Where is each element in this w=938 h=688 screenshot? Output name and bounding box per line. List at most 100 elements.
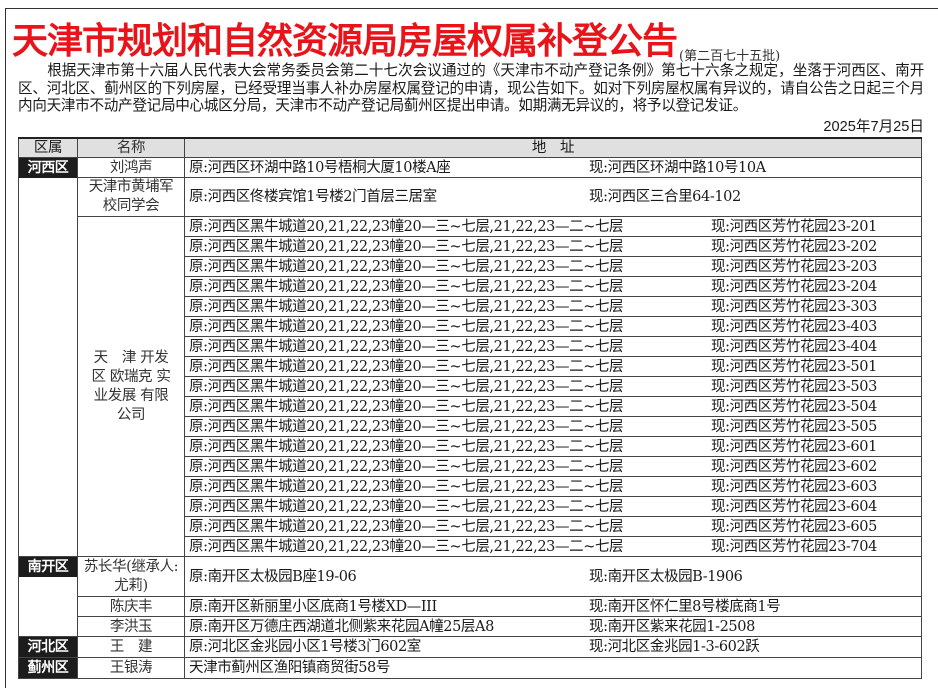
original-address: 原:河西区黑牛城道20,21,22,23幢20—三~七层,21,22,23—二~… xyxy=(189,358,624,375)
original-address: 原:河西区佟楼宾馆1号楼2门首层三居室 xyxy=(189,189,437,205)
table-header: 区属 名称 地 址 xyxy=(18,137,922,158)
address-cell: 原:河西区黑牛城道20,21,22,23幢20—三~七层,21,22,23—二~… xyxy=(184,536,922,557)
original-address: 原:河西区黑牛城道20,21,22,23幢20—三~七层,21,22,23—二~… xyxy=(189,238,624,255)
current-address: 现:河西区芳竹花园23-602 xyxy=(711,458,877,475)
intro-paragraph: 根据天津市第十六届人民代表大会常务委员会第二十七次会议通过的《天津市不动产登记条… xyxy=(18,62,924,115)
original-address: 原:南开区万德庄西湖道北侧紫来花园A幢25层A8 xyxy=(189,618,494,635)
table-row: 原:河西区黑牛城道20,21,22,23幢20—三~七层,21,22,23—二~… xyxy=(19,496,922,517)
address-cell: 原:河西区黑牛城道20,21,22,23幢20—三~七层,21,22,23—二~… xyxy=(184,256,922,277)
district-label: 河北区 xyxy=(19,637,77,657)
district-cell: 河西区 xyxy=(18,157,78,557)
address-cell: 原:河西区环湖中路10号梧桐大厦10楼A座 现:河西区环湖中路10号10A xyxy=(184,157,922,178)
original-address: 原:河西区黑牛城道20,21,22,23幢20—三~七层,21,22,23—二~… xyxy=(189,418,624,435)
table-row: 天 津 开发区 欧瑞克 实业发展 有限公司 原:河西区黑牛城道20,21,22,2… xyxy=(19,216,922,557)
original-address: 原:河西区环湖中路10号梧桐大厦10楼A座 xyxy=(189,159,451,176)
current-address: 现:河西区芳竹花园23-601 xyxy=(711,438,877,455)
notice-title: 天津市规划和自然资源局房屋权属补登公告 (第二百七十五批) xyxy=(12,12,780,64)
current-address: 现:南开区太极园B-1906 xyxy=(589,568,743,585)
address-cell: 原:河西区黑牛城道20,21,22,23幢20—三~七层,21,22,23—二~… xyxy=(184,316,922,337)
address-cell: 原:河西区黑牛城道20,21,22,23幢20—三~七层,21,22,23—二~… xyxy=(184,216,922,237)
table-row: 河北区王 建原:河北区金兆园小区1号楼3门602室 现:河北区金兆园1-3-602… xyxy=(18,636,922,658)
current-address: 现:河西区环湖中路10号10A xyxy=(589,159,766,176)
district-cell: 河北区 xyxy=(18,636,78,658)
address-cell: 原:河西区黑牛城道20,21,22,23幢20—三~七层,21,22,23—二~… xyxy=(184,296,922,317)
address-cell: 原:河北区金兆园小区1号楼3门602室 现:河北区金兆园1-3-602跃 xyxy=(184,636,922,658)
address-cell: 原:河西区黑牛城道20,21,22,23幢20—三~七层,21,22,23—二~… xyxy=(184,356,922,377)
original-address: 原:河西区黑牛城道20,21,22,23幢20—三~七层,21,22,23—二~… xyxy=(189,278,624,295)
district-cell: 蓟州区 xyxy=(18,657,78,679)
address-cell: 原:河西区黑牛城道20,21,22,23幢20—三~七层,21,22,23—二~… xyxy=(184,416,922,437)
address-cell: 原:河西区黑牛城道20,21,22,23幢20—三~七层,21,22,23—二~… xyxy=(184,436,922,457)
original-address: 原:南开区新丽里小区底商1号楼XD—III xyxy=(189,598,437,615)
current-address: 现:南开区怀仁里8号楼底商1号 xyxy=(589,598,781,615)
district-label: 河西区 xyxy=(19,158,77,178)
original-address: 原:河西区黑牛城道20,21,22,23幢20—三~七层,21,22,23—二~… xyxy=(189,378,624,395)
current-address: 现:河西区三合里64-102 xyxy=(589,189,741,205)
original-address: 原:河西区黑牛城道20,21,22,23幢20—三~七层,21,22,23—二~… xyxy=(189,478,624,495)
address-cell: 原:河西区黑牛城道20,21,22,23幢20—三~七层,21,22,23—二~… xyxy=(184,516,922,537)
original-address: 原:河西区黑牛城道20,21,22,23幢20—三~七层,21,22,23—二~… xyxy=(189,498,624,515)
current-address: 现:河西区芳竹花园23-303 xyxy=(711,298,877,315)
current-address: 现:河西区芳竹花园23-704 xyxy=(711,538,877,555)
current-address: 现:河西区芳竹花园23-503 xyxy=(711,378,877,395)
page-frame xyxy=(5,8,938,688)
address-cell: 原:南开区新丽里小区底商1号楼XD—III 现:南开区怀仁里8号楼底商1号 xyxy=(184,596,922,617)
property-table: 区属 名称 地 址 河西区 刘鸿声 原:河西区环湖中路10号梧桐大厦10楼A座现… xyxy=(18,137,922,679)
address-cell: 原:河西区黑牛城道20,21,22,23幢20—三~七层,21,22,23—二~… xyxy=(184,236,922,257)
address-cell: 原:河西区黑牛城道20,21,22,23幢20—三~七层,21,22,23—二~… xyxy=(184,456,922,477)
original-address: 原:河西区黑牛城道20,21,22,23幢20—三~七层,21,22,23—二~… xyxy=(189,298,624,315)
original-address: 原:河西区黑牛城道20,21,22,23幢20—三~七层,21,22,23—二~… xyxy=(189,258,624,275)
original-address: 原:河西区黑牛城道20,21,22,23幢20—三~七层,21,22,23—二~… xyxy=(189,338,624,355)
current-address: 现:河西区芳竹花园23-201 xyxy=(711,218,877,235)
original-address: 原:河西区黑牛城道20,21,22,23幢20—三~七层,21,22,23—二~… xyxy=(189,218,624,235)
current-address: 现:河西区芳竹花园23-603 xyxy=(711,478,877,495)
title-text: 天津市规划和自然资源局房屋权属补登公告 xyxy=(12,21,678,62)
address-cell: 原:南开区太极园B座19-06 现:南开区太极园B-1906 xyxy=(184,556,922,597)
header-district: 区属 xyxy=(18,137,78,158)
table-row: 原:河西区黑牛城道20,21,22,23幢20—三~七层,21,22,23—二~… xyxy=(19,276,922,297)
district-label: 蓟州区 xyxy=(19,658,77,678)
owner-name: 陈庆丰 xyxy=(77,596,185,617)
owner-name: 天津市黄埔军校同学会 xyxy=(77,177,185,217)
owner-name: 王银涛 xyxy=(77,657,185,679)
original-address: 原:河西区黑牛城道20,21,22,23幢20—三~七层,21,22,23—二~… xyxy=(189,318,624,335)
notice-date: 2025年7月25日 xyxy=(823,119,924,135)
table-row: 原:河西区黑牛城道20,21,22,23幢20—三~七层,21,22,23—二~… xyxy=(19,316,922,337)
current-address: 现:河西区芳竹花园23-504 xyxy=(711,398,877,415)
table-row: 陈庆丰 原:南开区新丽里小区底商1号楼XD—III 现:南开区怀仁里8号楼底商1号 xyxy=(19,596,922,617)
address-cell: 原:河西区黑牛城道20,21,22,23幢20—三~七层,21,22,23—二~… xyxy=(184,396,922,417)
table-row: 原:河西区黑牛城道20,21,22,23幢20—三~七层,21,22,23—二~… xyxy=(19,296,922,317)
table-row: 天津市黄埔军校同学会 原:河西区佟楼宾馆1号楼2门首层三居室 现:河西区三合里64… xyxy=(19,177,922,217)
address-cell: 原:河西区黑牛城道20,21,22,23幢20—三~七层,21,22,23—二~… xyxy=(184,336,922,357)
original-address: 原:河西区黑牛城道20,21,22,23幢20—三~七层,21,22,23—二~… xyxy=(189,398,624,415)
owner-name: 王 建 xyxy=(77,636,185,658)
table-row: 原:河西区黑牛城道20,21,22,23幢20—三~七层,21,22,23—二~… xyxy=(19,256,922,277)
current-address: 现:河西区芳竹花园23-404 xyxy=(711,338,877,355)
original-address: 原:河西区黑牛城道20,21,22,23幢20—三~七层,21,22,23—二~… xyxy=(189,438,624,455)
current-address: 现:河西区芳竹花园23-505 xyxy=(711,418,877,435)
address-cell: 原:河西区黑牛城道20,21,22,23幢20—三~七层,21,22,23—二~… xyxy=(184,276,922,297)
table-row: 李洪玉 原:南开区万德庄西湖道北侧紫来花园A幢25层A8 现:南开区紫来花园1-25… xyxy=(19,616,922,637)
original-address: 原:河西区黑牛城道20,21,22,23幢20—三~七层,21,22,23—二~… xyxy=(189,538,624,555)
original-address: 原:南开区太极园B座19-06 xyxy=(189,568,357,585)
address-cell: 原:河西区黑牛城道20,21,22,23幢20—三~七层,21,22,23—二~… xyxy=(184,496,922,517)
table-row: 原:河西区黑牛城道20,21,22,23幢20—三~七层,21,22,23—二~… xyxy=(19,456,922,477)
table-row: 南开区 苏长华(继承人:尤莉) 原:南开区太极园B座19-06 现:南开区太极园B-1… xyxy=(18,556,922,637)
original-address: 原:河西区黑牛城道20,21,22,23幢20—三~七层,21,22,23—二~… xyxy=(189,458,624,475)
original-address: 原:河北区金兆园小区1号楼3门602室 xyxy=(189,639,421,655)
address-cell: 原:南开区万德庄西湖道北侧紫来花园A幢25层A8 现:南开区紫来花园1-2508 xyxy=(184,616,922,637)
table-row: 河西区 刘鸿声 原:河西区环湖中路10号梧桐大厦10楼A座 现:河西区环湖中路10… xyxy=(18,157,922,557)
original-address: 原:河西区黑牛城道20,21,22,23幢20—三~七层,21,22,23—二~… xyxy=(189,518,624,535)
current-address: 现:河西区芳竹花园23-403 xyxy=(711,318,877,335)
address-cell: 原:河西区黑牛城道20,21,22,23幢20—三~七层,21,22,23—二~… xyxy=(184,476,922,497)
current-address: 现:河西区芳竹花园23-204 xyxy=(711,278,877,295)
table-row: 蓟州区 王银涛 天津市蓟州区渔阳镇商贸街58号 xyxy=(18,657,922,679)
table-row: 原:河西区黑牛城道20,21,22,23幢20—三~七层,21,22,23—二~… xyxy=(19,336,922,357)
owner-name: 刘鸿声 xyxy=(77,157,185,178)
current-address: 现:南开区紫来花园1-2508 xyxy=(589,618,755,635)
header-address: 地 址 xyxy=(184,137,922,158)
header-name: 名称 xyxy=(77,137,185,158)
district-label: 南开区 xyxy=(19,557,77,577)
owner-name: 天 津 开发区 欧瑞克 实业发展 有限公司 xyxy=(77,216,185,557)
current-address: 现:河西区芳竹花园23-604 xyxy=(711,498,877,515)
